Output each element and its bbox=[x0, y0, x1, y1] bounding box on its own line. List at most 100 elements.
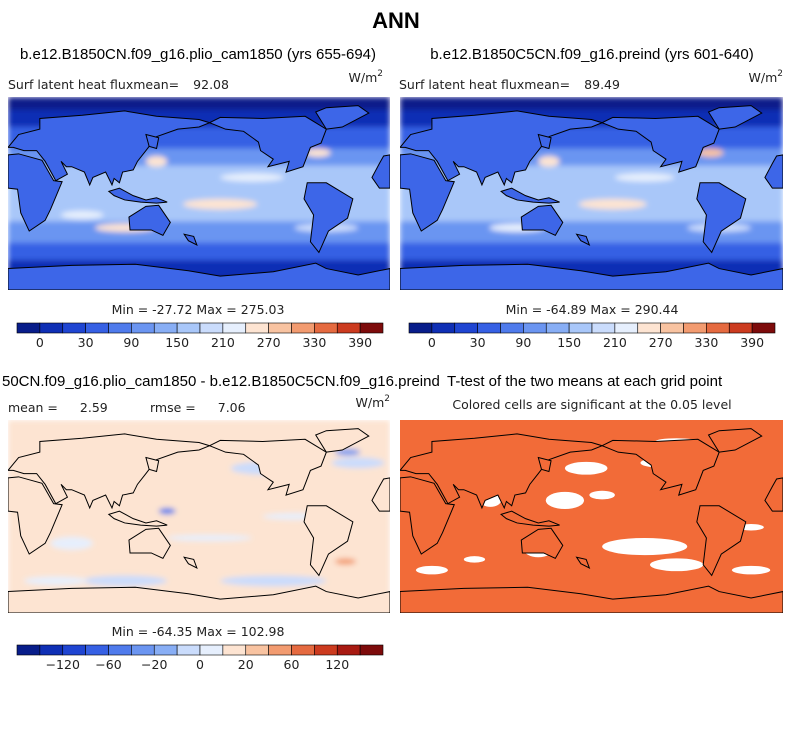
mean-label: mean = bbox=[8, 400, 58, 415]
colorbar-box bbox=[199, 322, 224, 334]
colorbar: 0 30 90 150 210 270 330 390 bbox=[16, 322, 384, 350]
panel-title: b.e12.B1850CN.f09_g16.plio_cam1850 (yrs … bbox=[20, 46, 376, 63]
variable: Surf latent heat flux bbox=[399, 77, 524, 92]
colorbar-box bbox=[660, 322, 684, 334]
panel-title: 50CN.f09_g16.plio_cam1850 - b.e12.B1850C… bbox=[2, 373, 440, 390]
colorbar-label: 330 bbox=[302, 335, 326, 350]
colorbar-box bbox=[291, 644, 315, 656]
colorbar-label: 210 bbox=[603, 335, 627, 350]
colorbar-label: 150 bbox=[165, 335, 189, 350]
colorbar-box bbox=[268, 322, 292, 334]
colorbar-box bbox=[176, 322, 201, 334]
variable: Surf latent heat flux bbox=[8, 77, 133, 92]
colorbar-box bbox=[176, 644, 201, 656]
colorbar-box bbox=[291, 322, 315, 334]
colorbar-box bbox=[108, 644, 132, 656]
colorbar-box bbox=[614, 322, 639, 334]
colorbar-box bbox=[500, 322, 524, 334]
colorbar-box bbox=[751, 322, 776, 334]
colorbar-box bbox=[454, 322, 478, 334]
colorbar-box bbox=[314, 644, 338, 656]
units: W/m2 bbox=[349, 69, 383, 85]
units-exponent: 2 bbox=[384, 394, 390, 404]
colorbar-box bbox=[268, 644, 292, 656]
min-max: Min = -64.35 Max = 102.98 bbox=[112, 624, 285, 639]
panel-title: T-test of the two means at each grid poi… bbox=[447, 373, 723, 390]
mean-label: mean= bbox=[524, 77, 570, 92]
colorbar-box bbox=[131, 322, 155, 334]
units-base: W/m bbox=[749, 70, 778, 85]
colorbar-label: 30 bbox=[78, 335, 94, 350]
colorbar-label: 270 bbox=[257, 335, 281, 350]
figure-title: ANN bbox=[372, 8, 420, 33]
colorbar-label: −20 bbox=[141, 657, 167, 672]
colorbar: 0 30 90 150 210 270 330 390 bbox=[408, 322, 776, 350]
units-base: W/m bbox=[356, 395, 385, 410]
colorbar-label: 390 bbox=[740, 335, 764, 350]
min-max: Min = -27.72 Max = 275.03 bbox=[112, 302, 285, 317]
colorbar-box bbox=[523, 322, 547, 334]
map bbox=[8, 97, 390, 290]
colorbar-label: 330 bbox=[694, 335, 718, 350]
mean-label: mean= bbox=[133, 77, 179, 92]
colorbar-box bbox=[222, 644, 247, 656]
min-max: Min = -64.89 Max = 290.44 bbox=[506, 302, 679, 317]
colorbar-label: 120 bbox=[325, 657, 349, 672]
colorbar-box bbox=[85, 322, 109, 334]
colorbar-box bbox=[336, 644, 361, 656]
colorbar-box bbox=[16, 644, 41, 656]
colorbar-label: 390 bbox=[348, 335, 372, 350]
mean: 2.59 bbox=[80, 400, 108, 415]
units-exponent: 2 bbox=[377, 69, 383, 79]
colorbar-box bbox=[16, 322, 41, 334]
colorbar-box bbox=[591, 322, 616, 334]
colorbar-box bbox=[359, 644, 384, 656]
colorbar-box bbox=[359, 322, 384, 334]
colorbar-label: 90 bbox=[515, 335, 531, 350]
colorbar-label: 0 bbox=[428, 335, 436, 350]
colorbar-box bbox=[245, 644, 269, 656]
panel-subtitle: Surf latent heat fluxmean= 92.08 bbox=[8, 77, 229, 92]
colorbar-box bbox=[131, 644, 155, 656]
rmse: 7.06 bbox=[218, 400, 246, 415]
colorbar-box bbox=[62, 644, 86, 656]
colorbar-label: 60 bbox=[284, 657, 300, 672]
colorbar-box bbox=[431, 322, 456, 334]
colorbar-box bbox=[637, 322, 661, 334]
colorbar-box bbox=[477, 322, 501, 334]
colorbar-box bbox=[85, 644, 109, 656]
colorbar-box bbox=[336, 322, 361, 334]
colorbar-label: −120 bbox=[46, 657, 80, 672]
colorbar-box bbox=[706, 322, 730, 334]
panel-subtitle: mean = 2.59 rmse = 7.06 bbox=[8, 400, 246, 415]
rmse-label: rmse = bbox=[150, 400, 196, 415]
colorbar-label: 210 bbox=[211, 335, 235, 350]
panel-subtitle: Colored cells are significant at the 0.0… bbox=[452, 397, 731, 412]
colorbar-box bbox=[545, 322, 570, 334]
colorbar-box bbox=[153, 644, 178, 656]
colorbar-label: 270 bbox=[649, 335, 673, 350]
colorbar-box bbox=[39, 322, 64, 334]
colorbar-box bbox=[314, 322, 338, 334]
units: W/m2 bbox=[749, 69, 783, 85]
map bbox=[400, 97, 783, 290]
colorbar-box bbox=[245, 322, 269, 334]
colorbar-box bbox=[408, 322, 433, 334]
colorbar-label: 0 bbox=[196, 657, 204, 672]
colorbar: −120 −60 −20 0 20 60 120 bbox=[16, 644, 384, 672]
colorbar-label: 150 bbox=[557, 335, 581, 350]
units-exponent: 2 bbox=[777, 69, 783, 79]
mean: 92.08 bbox=[193, 77, 229, 92]
colorbar-label: 30 bbox=[470, 335, 486, 350]
colorbar-label: −60 bbox=[95, 657, 121, 672]
units: W/m2 bbox=[356, 394, 390, 410]
colorbar-box bbox=[728, 322, 753, 334]
colorbar-label: 0 bbox=[36, 335, 44, 350]
colorbar-box bbox=[108, 322, 132, 334]
panel-subtitle: Surf latent heat fluxmean= 89.49 bbox=[399, 77, 620, 92]
map bbox=[8, 420, 390, 613]
colorbar-box bbox=[39, 644, 64, 656]
colorbar-label: 20 bbox=[238, 657, 254, 672]
colorbar-box bbox=[222, 322, 247, 334]
